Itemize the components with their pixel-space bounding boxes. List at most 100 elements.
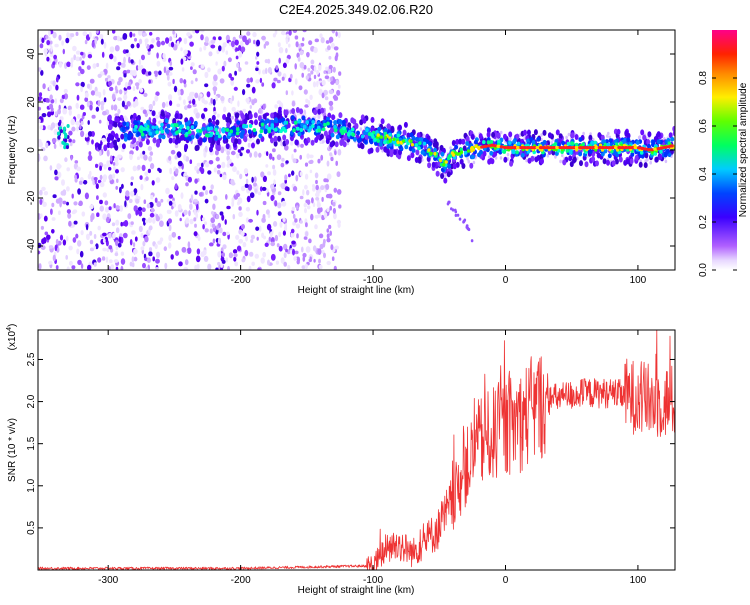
x-tick-label: 100 [630, 575, 647, 586]
spectrogram-point [646, 139, 651, 145]
spectrogram-point [581, 146, 586, 150]
spectrogram-point [584, 146, 589, 150]
spectrogram-point [138, 30, 143, 36]
spectrogram-point [181, 129, 186, 135]
spectrogram-point [328, 55, 332, 60]
spectrogram-point [48, 260, 53, 265]
spectrogram-point [156, 141, 160, 148]
spectrogram-point [329, 152, 333, 157]
spectrogram-point [332, 66, 336, 73]
spectrogram-point [245, 206, 251, 212]
spectrogram-point [251, 176, 254, 183]
spectrogram-point [80, 68, 85, 75]
spectrogram-point [169, 100, 173, 106]
spectrogram-point [244, 183, 249, 188]
snr-y-axis: 0.51.01.52.02.5 [26, 352, 675, 535]
x-tick-label: 100 [630, 275, 647, 286]
figure-title: C2E4.2025.349.02.06.R20 [279, 2, 433, 17]
spectrogram-point [262, 251, 267, 258]
spectrogram-point [283, 120, 288, 125]
spectrogram-point [318, 264, 323, 270]
spectrogram-point [418, 141, 422, 146]
spectrogram-point [178, 37, 182, 42]
spectrogram-point [217, 237, 222, 245]
spectrogram-point [77, 240, 82, 247]
spectrogram-point [198, 192, 203, 197]
spectrogram-point [270, 194, 275, 202]
spectrogram-point [310, 59, 315, 65]
spectrogram-point [282, 62, 287, 69]
spectrogram-point [237, 100, 240, 107]
spectrogram-point [135, 192, 138, 199]
spectrogram-point [57, 122, 62, 126]
spectrogram-point [465, 224, 469, 228]
spectrogram-point [113, 56, 117, 63]
spectrogram-point [330, 42, 335, 49]
spectrogram-point [595, 160, 599, 167]
spectrogram-point [293, 186, 298, 192]
spectrogram-point [617, 146, 622, 150]
spectrogram-point [238, 238, 244, 244]
spectrogram-point [659, 146, 665, 150]
spectrogram-point [39, 43, 44, 49]
spectrogram-point [317, 108, 322, 115]
spectrogram-point [165, 129, 170, 134]
spectrogram-point [72, 139, 76, 144]
spectrogram-point [114, 85, 118, 92]
spectrogram-point [207, 67, 211, 73]
spectrogram-point [249, 152, 253, 158]
spectrogram-point [75, 82, 80, 87]
spectrogram-point [149, 151, 154, 156]
spectrogram-point [278, 245, 283, 252]
spectrogram-point [195, 112, 200, 119]
spectrogram-point [99, 150, 102, 157]
spectrogram-point [318, 64, 322, 71]
spectrogram-point [273, 179, 276, 185]
spectrogram-point [152, 117, 157, 124]
spectrogram-point [278, 231, 282, 238]
spectrogram-point [277, 211, 282, 216]
spectrogram-point [167, 81, 172, 87]
spectrogram-point [547, 132, 552, 139]
spectrogram-point [220, 146, 225, 154]
spectrogram-point [303, 64, 307, 70]
spectrogram-point [672, 125, 675, 132]
spectrogram-point [276, 79, 281, 84]
spectrogram-point [326, 237, 331, 243]
spectrogram-point [130, 59, 134, 64]
spectrogram-point [275, 65, 279, 71]
spectrogram-point [446, 171, 451, 178]
spectrogram-point [258, 152, 262, 158]
spectrogram-point [300, 143, 304, 148]
spectrogram-point [313, 258, 316, 263]
spectrogram-point [201, 113, 205, 120]
spectrogram-point [131, 256, 135, 263]
spectrogram-point [207, 170, 212, 175]
spectrogram-point [82, 31, 88, 37]
spectrogram-point [380, 118, 385, 125]
spectrogram-point [309, 94, 313, 101]
spectrogram-point [114, 113, 119, 117]
spectrogram-point [48, 103, 54, 110]
spectrogram-point [264, 124, 269, 129]
spectrogram-point [46, 40, 51, 46]
spectrogram-point [294, 139, 299, 146]
spectrogram-point [128, 56, 131, 64]
spectrogram-point [338, 71, 342, 76]
spectrogram-point [63, 93, 69, 100]
spectrogram-point [654, 156, 659, 163]
spectrogram-point [54, 43, 59, 48]
spectrogram-point [439, 158, 443, 163]
spectrogram-point [136, 131, 141, 137]
spectrogram-point [71, 265, 76, 270]
spectrogram-point [86, 83, 91, 89]
spectrogram-point [66, 61, 71, 68]
spectrogram-point [172, 203, 177, 208]
y-tick-label: 20 [26, 96, 37, 108]
spectrogram-point [196, 128, 200, 133]
spectrogram-point [179, 78, 184, 84]
spectrogram-point [471, 154, 475, 160]
spectrogram-point [282, 230, 286, 236]
spectrogram-point [100, 100, 105, 106]
spectrogram-point [184, 105, 188, 111]
